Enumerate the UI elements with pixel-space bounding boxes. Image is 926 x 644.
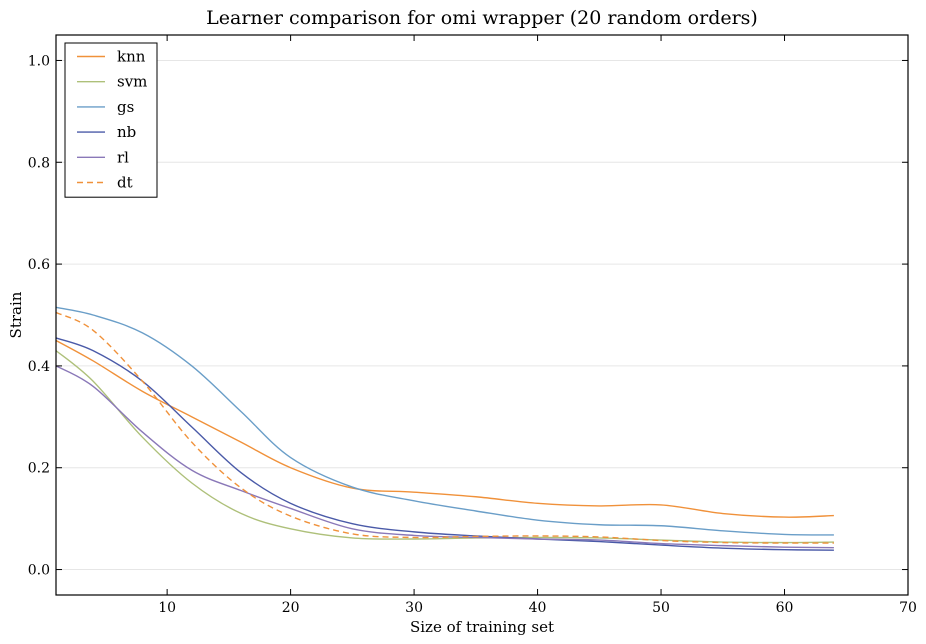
series-line-svm bbox=[55, 350, 834, 544]
y-axis-label: Strain bbox=[7, 291, 25, 338]
series-line-rl bbox=[55, 365, 834, 549]
legend-box bbox=[64, 42, 158, 198]
x-tick-label: 40 bbox=[529, 600, 547, 616]
legend-label-svm: svm bbox=[117, 73, 147, 91]
x-axis-label: Size of training set bbox=[410, 618, 554, 636]
legend: knn svm gs nb rl dt bbox=[64, 42, 158, 198]
y-tick-label: 0.4 bbox=[28, 359, 50, 375]
series-line-dt bbox=[55, 311, 834, 544]
legend-label-dt: dt bbox=[117, 174, 133, 192]
series-line-knn bbox=[55, 339, 834, 518]
legend-label-nb: nb bbox=[117, 123, 136, 141]
series-line-gs bbox=[55, 306, 834, 536]
x-tick-label: 10 bbox=[158, 600, 176, 616]
chart-title: Learner comparison for omi wrapper (20 r… bbox=[206, 7, 758, 29]
y-tick-label: 0.0 bbox=[28, 563, 50, 579]
plot-frame bbox=[55, 34, 909, 596]
legend-label-gs: gs bbox=[117, 98, 134, 116]
y-tick-label: 1.0 bbox=[28, 53, 50, 69]
series-lines bbox=[55, 306, 834, 551]
legend-label-rl: rl bbox=[117, 148, 129, 166]
y-tick-label: 0.6 bbox=[28, 257, 50, 273]
y-tick-label: 0.8 bbox=[28, 155, 50, 171]
x-tick-label: 70 bbox=[899, 600, 917, 616]
y-tick-label: 0.2 bbox=[28, 461, 50, 477]
series-line-nb bbox=[55, 337, 834, 551]
grid-lines bbox=[56, 59, 908, 571]
legend-label-knn: knn bbox=[117, 48, 146, 66]
x-tick-label: 20 bbox=[282, 600, 300, 616]
x-tick-label: 60 bbox=[776, 600, 794, 616]
x-tick-label: 50 bbox=[652, 600, 670, 616]
x-tick-label: 30 bbox=[405, 600, 423, 616]
axis-ticks: 0.0 0.2 0.4 0.6 0.8 1.0 10 20 30 40 50 60 70 bbox=[28, 35, 917, 616]
